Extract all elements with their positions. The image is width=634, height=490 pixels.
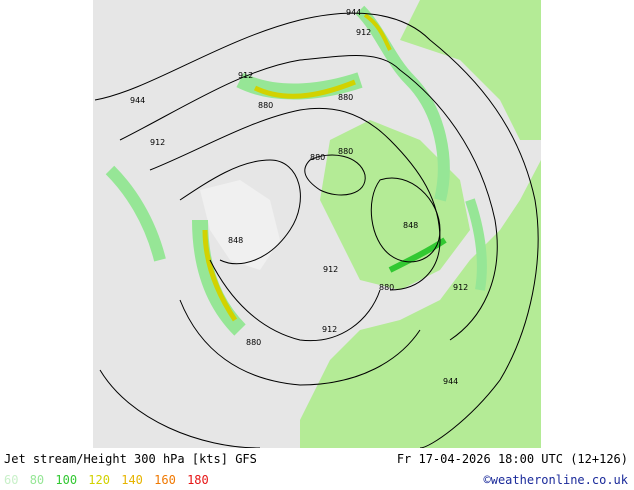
valid-time: Fr 17-04-2026 18:00 UTC (12+126) bbox=[396, 452, 628, 466]
contour-label: 912 bbox=[323, 265, 338, 274]
contour-labels: 944 912 912 880 880 880 880 848 848 912 … bbox=[130, 8, 468, 386]
contour-label: 848 bbox=[403, 221, 418, 230]
contour-label: 880 bbox=[379, 283, 394, 292]
jet-stream-layer bbox=[105, 5, 487, 336]
legend-level: 80 bbox=[29, 473, 45, 487]
contour-label: 848 bbox=[228, 236, 243, 245]
contour-label: 880 bbox=[246, 338, 261, 347]
contour-label: 944 bbox=[443, 377, 458, 386]
contour-layer bbox=[94, 12, 539, 448]
legend-level: 140 bbox=[121, 473, 143, 487]
credit-link[interactable]: ©weatheronline.co.uk bbox=[483, 473, 629, 487]
contour-label: 880 bbox=[310, 153, 325, 162]
map-panel: 944 912 912 880 880 880 880 848 848 912 … bbox=[93, 0, 541, 448]
contour-label: 880 bbox=[338, 147, 353, 156]
jet-stream-map: 944 912 912 880 880 880 880 848 848 912 … bbox=[93, 0, 541, 448]
legend-level: 160 bbox=[154, 473, 176, 487]
contour-label: 912 bbox=[238, 71, 253, 80]
speed-legend: 60 80 100 120 140 160 180 bbox=[4, 473, 213, 487]
legend-level: 60 bbox=[4, 473, 19, 487]
contour-label: 912 bbox=[356, 28, 371, 37]
legend-level: 180 bbox=[187, 473, 209, 487]
contour-label: 944 bbox=[346, 8, 361, 17]
contour-label: 944 bbox=[130, 96, 145, 105]
contour-label: 912 bbox=[150, 138, 165, 147]
map-footer: Jet stream/Height 300 hPa [kts] GFS Fr 1… bbox=[0, 448, 634, 490]
contour-label: 880 bbox=[258, 101, 273, 110]
legend-level: 120 bbox=[88, 473, 110, 487]
contour-label: 912 bbox=[322, 325, 337, 334]
contour-label: 880 bbox=[338, 93, 353, 102]
legend-level: 100 bbox=[55, 473, 78, 487]
contour-label: 912 bbox=[453, 283, 468, 292]
product-title: Jet stream/Height 300 hPa [kts] GFS bbox=[4, 452, 257, 466]
